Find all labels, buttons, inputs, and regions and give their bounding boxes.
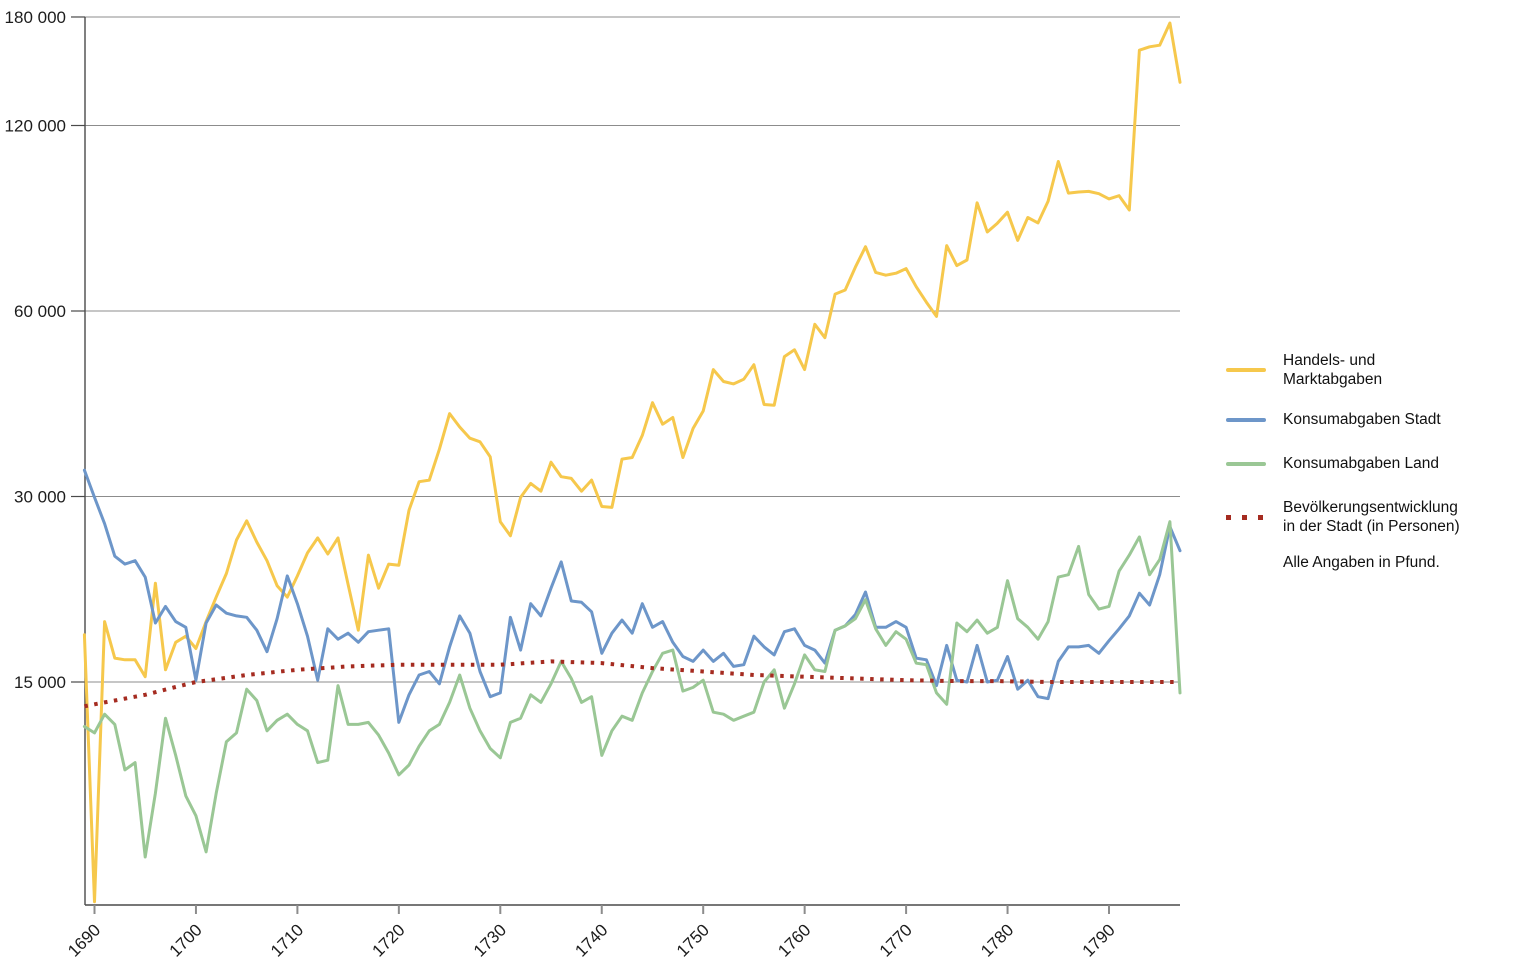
y-axis-label: 15 000 [14, 673, 66, 692]
legend-label: Handels- und Marktabgaben [1283, 352, 1383, 388]
red-dotted-line-swatch-icon [1226, 514, 1266, 520]
legend-label: Konsumabgaben Land [1283, 455, 1439, 472]
series-line-handels-und-marktabgaben [82, 21, 1182, 904]
y-axis-label: 120 000 [5, 117, 66, 136]
series-line-konsumabgaben-land [82, 520, 1182, 859]
yellow-line-swatch-icon [1226, 368, 1266, 372]
y-axis-label: 30 000 [14, 488, 66, 507]
x-axis-label: 1730 [470, 920, 510, 960]
legend-label: Konsumabgaben Stadt [1283, 411, 1441, 428]
green-line-swatch-icon [1226, 461, 1266, 466]
x-axis-label: 1710 [267, 920, 307, 960]
y-axis-label: 180 000 [5, 8, 66, 27]
legend-item-konsumabgaben-land: Konsumabgaben Land [1226, 454, 1526, 473]
legend-item-bevoelkerungsentwicklung: Bevölkerungsentwicklung in der Stadt (in… [1226, 498, 1526, 536]
legend-label: Bevölkerungsentwicklung in der Stadt (in… [1283, 499, 1460, 535]
y-axis-label: 60 000 [14, 302, 66, 321]
x-axis-label: 1740 [571, 920, 611, 960]
legend-item-handels-marktabgaben: Handels- und Marktabgaben [1226, 351, 1526, 389]
x-axis-label: 1750 [673, 920, 713, 960]
x-axis-label: 1720 [368, 920, 408, 960]
x-axis-label: 1690 [64, 920, 104, 960]
series-line-bev-lkerungsentwicklung-in-der-stadt-in-personen [84, 659, 1180, 709]
x-axis-label: 1770 [876, 920, 916, 960]
legend: Handels- und Marktabgaben Konsumabgaben … [1226, 351, 1526, 572]
chart-note: Alle Angaben in Pfund. [1283, 554, 1440, 571]
x-axis-label: 1700 [166, 920, 206, 960]
x-axis-label: 1780 [977, 920, 1017, 960]
x-axis-label: 1760 [774, 920, 814, 960]
legend-item-konsumabgaben-stadt: Konsumabgaben Stadt [1226, 410, 1526, 429]
blue-line-swatch-icon [1226, 417, 1266, 422]
series-line-konsumabgaben-stadt [82, 468, 1182, 724]
x-axis-label: 1790 [1079, 920, 1119, 960]
